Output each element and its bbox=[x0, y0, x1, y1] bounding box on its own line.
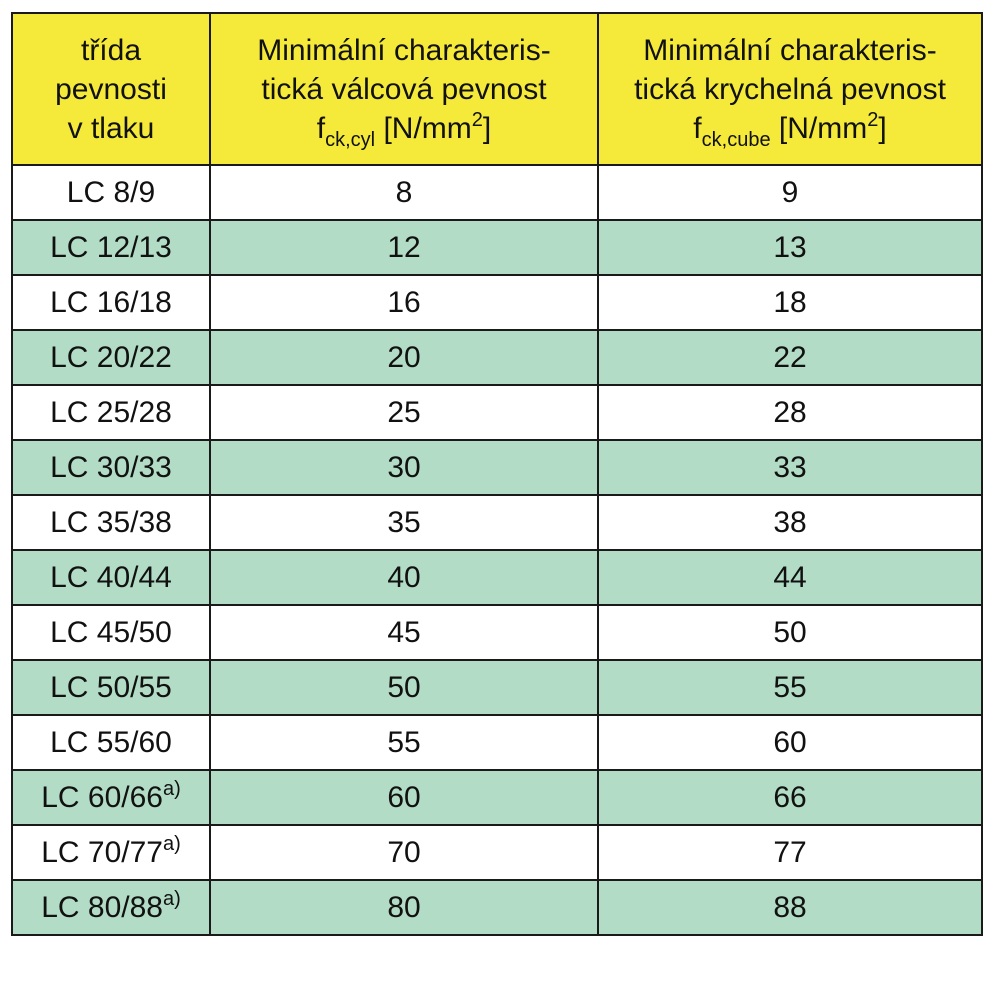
header-col1-line2: pevnosti bbox=[55, 72, 167, 106]
table-row: LC 60/66a) 60 66 bbox=[11, 769, 983, 826]
cylinder-strength-cell: 55 bbox=[209, 714, 599, 771]
cylinder-strength-cell: 20 bbox=[209, 329, 599, 386]
table-row: LC 25/28 25 28 bbox=[11, 384, 983, 441]
cylinder-strength-cell: 70 bbox=[209, 824, 599, 881]
cube-strength-cell: 60 bbox=[597, 714, 983, 771]
header-col3-symbol: f bbox=[693, 111, 702, 145]
header-col2-formula: fck,cyl [N/mm2] bbox=[211, 108, 597, 151]
strength-class-label: LC 50/55 bbox=[50, 670, 172, 704]
cylinder-strength-cell: 50 bbox=[209, 659, 599, 716]
strength-class-label: LC 70/77 bbox=[41, 835, 163, 869]
table-row: LC 55/60 55 60 bbox=[11, 714, 983, 771]
cube-strength-cell: 55 bbox=[597, 659, 983, 716]
strength-class-cell: LC 35/38 bbox=[11, 494, 211, 551]
strength-class-label: LC 55/60 bbox=[50, 725, 172, 759]
cube-strength-cell: 44 bbox=[597, 549, 983, 606]
cylinder-strength-cell: 80 bbox=[209, 879, 599, 936]
table-row: LC 8/9 8 9 bbox=[11, 164, 983, 221]
header-col3-line2: tická krychelná pevnost bbox=[634, 72, 946, 106]
strength-class-cell: LC 16/18 bbox=[11, 274, 211, 331]
strength-class-label: LC 40/44 bbox=[50, 560, 172, 594]
table-row: LC 30/33 30 33 bbox=[11, 439, 983, 496]
cube-strength-cell: 22 bbox=[597, 329, 983, 386]
header-col2-unit-close: ] bbox=[482, 111, 492, 145]
cylinder-strength-cell: 8 bbox=[209, 164, 599, 221]
cylinder-strength-cell: 30 bbox=[209, 439, 599, 496]
cube-strength-cell: 33 bbox=[597, 439, 983, 496]
strength-class-label: LC 80/88 bbox=[41, 890, 163, 924]
table-row: LC 20/22 20 22 bbox=[11, 329, 983, 386]
header-col3-formula: fck,cube [N/mm2] bbox=[599, 108, 981, 151]
table-row: LC 45/50 45 50 bbox=[11, 604, 983, 661]
table-row: LC 40/44 40 44 bbox=[11, 549, 983, 606]
strength-class-cell: LC 60/66a) bbox=[11, 769, 211, 826]
header-col2-unit-sup: 2 bbox=[471, 108, 483, 131]
strength-class-label: LC 35/38 bbox=[50, 505, 172, 539]
cylinder-strength-cell: 40 bbox=[209, 549, 599, 606]
header-row: třída pevnosti v tlaku Minimální charakt… bbox=[11, 12, 983, 166]
header-col2-line2: tická válcová pevnost bbox=[261, 72, 547, 106]
cube-strength-cell: 77 bbox=[597, 824, 983, 881]
strength-class-label: LC 30/33 bbox=[50, 450, 172, 484]
cube-strength-cell: 9 bbox=[597, 164, 983, 221]
strength-class-label: LC 60/66 bbox=[41, 780, 163, 814]
strength-class-label: LC 8/9 bbox=[66, 175, 156, 209]
strength-class-cell: LC 45/50 bbox=[11, 604, 211, 661]
table-row: LC 16/18 16 18 bbox=[11, 274, 983, 331]
table-body: LC 8/9 8 9 LC 12/13 12 13 LC 16/18 16 18 LC 20/22… bbox=[11, 164, 983, 936]
table-row: LC 80/88a) 80 88 bbox=[11, 879, 983, 936]
header-col3-subscript: ck,cube bbox=[701, 128, 771, 151]
header-cube-strength: Minimální charakteris- tická krychelná p… bbox=[597, 12, 983, 166]
strength-class-label: LC 20/22 bbox=[50, 340, 172, 374]
strength-class-label: LC 45/50 bbox=[50, 615, 172, 649]
strength-class-label: LC 12/13 bbox=[50, 230, 172, 264]
header-col1-line3: v tlaku bbox=[67, 111, 155, 145]
cube-strength-cell: 18 bbox=[597, 274, 983, 331]
strength-class-cell: LC 40/44 bbox=[11, 549, 211, 606]
header-col2-symbol: f bbox=[316, 111, 326, 145]
cylinder-strength-cell: 35 bbox=[209, 494, 599, 551]
footnote-marker: a) bbox=[162, 832, 181, 855]
cube-strength-cell: 13 bbox=[597, 219, 983, 276]
strength-class-cell: LC 20/22 bbox=[11, 329, 211, 386]
strength-class-cell: LC 80/88a) bbox=[11, 879, 211, 936]
strength-class-cell: LC 30/33 bbox=[11, 439, 211, 496]
table-row: LC 35/38 35 38 bbox=[11, 494, 983, 551]
strength-class-cell: LC 25/28 bbox=[11, 384, 211, 441]
strength-class-cell: LC 70/77a) bbox=[11, 824, 211, 881]
footnote-marker: a) bbox=[162, 777, 181, 800]
strength-class-label: LC 25/28 bbox=[50, 395, 172, 429]
cube-strength-cell: 38 bbox=[597, 494, 983, 551]
cube-strength-cell: 66 bbox=[597, 769, 983, 826]
footnote-marker: a) bbox=[162, 887, 181, 910]
cylinder-strength-cell: 12 bbox=[209, 219, 599, 276]
header-strength-class: třída pevnosti v tlaku bbox=[11, 12, 211, 166]
strength-class-cell: LC 12/13 bbox=[11, 219, 211, 276]
cylinder-strength-cell: 16 bbox=[209, 274, 599, 331]
header-col3-unit-open: [N/mm bbox=[770, 111, 868, 145]
cylinder-strength-cell: 60 bbox=[209, 769, 599, 826]
cube-strength-cell: 88 bbox=[597, 879, 983, 936]
header-col3-unit-close: ] bbox=[878, 111, 887, 145]
strength-class-cell: LC 50/55 bbox=[11, 659, 211, 716]
header-col3-unit-sup: 2 bbox=[867, 108, 879, 131]
cylinder-strength-cell: 25 bbox=[209, 384, 599, 441]
header-col2-line1: Minimální charakteris- bbox=[257, 33, 551, 67]
header-col2-unit-open: [N/mm bbox=[375, 111, 472, 145]
cube-strength-cell: 50 bbox=[597, 604, 983, 661]
strength-class-cell: LC 55/60 bbox=[11, 714, 211, 771]
header-col3-line1: Minimální charakteris- bbox=[643, 33, 937, 67]
strength-class-cell: LC 8/9 bbox=[11, 164, 211, 221]
table-row: LC 70/77a) 70 77 bbox=[11, 824, 983, 881]
header-col2-subscript: ck,cyl bbox=[325, 128, 376, 151]
header-col1-line1: třída bbox=[80, 33, 142, 67]
cylinder-strength-cell: 45 bbox=[209, 604, 599, 661]
strength-class-label: LC 16/18 bbox=[50, 285, 172, 319]
cube-strength-cell: 28 bbox=[597, 384, 983, 441]
header-cylinder-strength: Minimální charakteris- tická válcová pev… bbox=[209, 12, 599, 166]
strength-class-table: třída pevnosti v tlaku Minimální charakt… bbox=[11, 12, 983, 936]
table-row: LC 50/55 50 55 bbox=[11, 659, 983, 716]
table-row: LC 12/13 12 13 bbox=[11, 219, 983, 276]
